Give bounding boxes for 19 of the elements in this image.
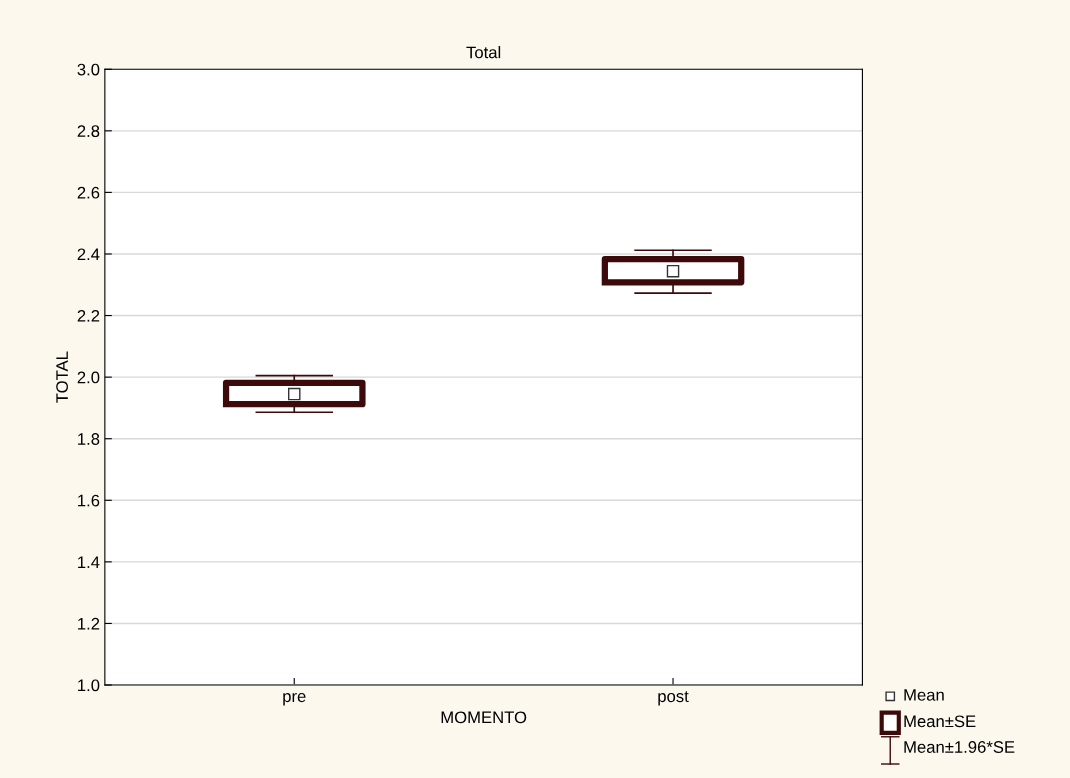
y-tick-label: 1.6 bbox=[78, 494, 100, 507]
y-tick-label: 2.4 bbox=[77, 248, 100, 261]
y-tick-label: 3.0 bbox=[77, 63, 100, 76]
y-tick-label: 2.2 bbox=[77, 309, 100, 322]
text: Mean bbox=[904, 689, 944, 701]
x-tick-label: post bbox=[658, 691, 689, 706]
y-tick-label: 2.6 bbox=[77, 186, 100, 199]
y-tick-label: 1.4 bbox=[78, 556, 100, 568]
y-tick-label: 1.2 bbox=[78, 617, 100, 630]
y-tick-label: 1.0 bbox=[78, 679, 100, 692]
x-tick-label: pre bbox=[283, 693, 306, 706]
y-tick-label: 2.8 bbox=[77, 125, 100, 138]
x-axis-title: MOMENTO bbox=[441, 711, 527, 724]
text: Mean±1.96*SE bbox=[904, 741, 1015, 753]
y-tick-label: 1.8 bbox=[78, 433, 100, 445]
y-axis-title: TOTAL bbox=[56, 351, 68, 403]
chart-title: Total bbox=[466, 46, 501, 59]
text: Mean±SE bbox=[904, 715, 976, 728]
y-tick-label: 2.0 bbox=[77, 371, 100, 384]
